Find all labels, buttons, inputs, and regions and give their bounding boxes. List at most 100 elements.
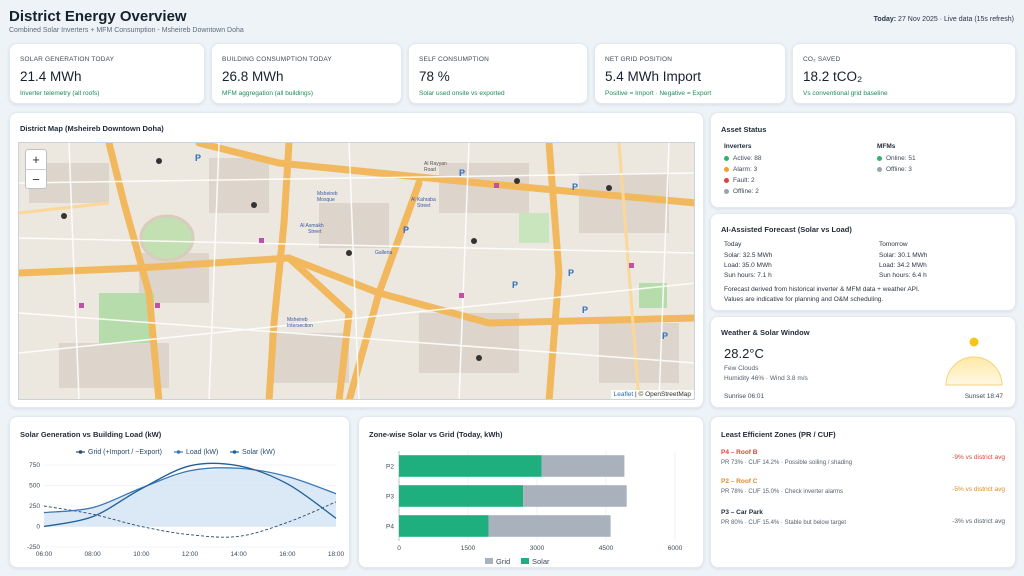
forecast-today-solar: Solar: 32.5 MWh (724, 252, 773, 259)
bar-grid-p3 (523, 485, 627, 507)
x-tick-label: 14:00 (231, 551, 248, 558)
kpi-card-self-consumption: SELF CONSUMPTION 78 % Solar used onsite … (408, 43, 588, 104)
kpi-label: CO₂ SAVED (803, 56, 841, 63)
svg-text:P: P (512, 280, 518, 290)
zoom-out-button[interactable]: − (26, 169, 46, 188)
osm-attribution[interactable]: | © OpenStreetMap (635, 391, 691, 398)
mfm-online: Online: 51 (877, 155, 916, 162)
forecast-today-load: Load: 35.0 MWh (724, 262, 772, 269)
district-map[interactable]: Msheireb Mosque Al Asmakh Street Galleria … (18, 142, 695, 400)
leaflet-link[interactable]: Leaflet (613, 391, 634, 398)
zone-name[interactable]: P2 – Roof C (721, 478, 758, 485)
bar-solar-p2 (399, 455, 542, 477)
zone-name[interactable]: P3 – Car Park (721, 509, 763, 516)
bar-solar-p4 (399, 515, 489, 537)
bar-solar-p3 (399, 485, 524, 507)
park-area (99, 293, 154, 343)
zone-name[interactable]: P4 – Roof B (721, 449, 758, 456)
status-dot (724, 167, 729, 172)
legend-label: Load (kW) (186, 449, 218, 456)
kpi-value: 5.4 MWh Import (605, 69, 702, 84)
status-dot (877, 156, 882, 161)
zone-delta: -9% vs district avg (952, 454, 1005, 461)
x-tick-label: 4500 (599, 545, 614, 552)
svg-text:P: P (572, 182, 578, 192)
category-label: P3 (386, 494, 394, 501)
kpi-value: 26.8 MWh (222, 69, 284, 84)
live-status: Today: 27 Nov 2025 · Live data (15s refr… (874, 16, 1014, 23)
forecast-note: Forecast derived from historical inverte… (724, 286, 920, 293)
zone-detail: PR 78% · CUF 15.0% · Check inverter alar… (721, 489, 844, 495)
kpi-note: Positive = Import · Negative = Export (605, 90, 712, 97)
line-chart: -250 0 250 500 750 06:00 08:00 10:00 12:00 14:00 1… (27, 449, 345, 558)
legend-label: Solar (532, 557, 550, 566)
legend-label: Grid (+Import / −Export) (88, 449, 162, 456)
svg-text:Al Kahraba: Al Kahraba (411, 197, 436, 203)
zone-delta: -3% vs district avg (952, 518, 1005, 525)
inverter-fault: Fault: 2 (724, 177, 755, 184)
svg-text:P: P (662, 331, 668, 341)
kpi-label: NET GRID POSITION (605, 56, 673, 63)
date-label: Today: (873, 16, 897, 23)
y-tick-label: 250 (29, 503, 40, 510)
status-dot (877, 167, 882, 172)
asset-status-title: Asset Status (721, 125, 767, 134)
weather-condition: Few Clouds (724, 365, 759, 372)
kpi-note: MFM aggregation (all buildings) (222, 90, 314, 97)
kpi-note: Solar used onsite vs exported (419, 90, 505, 97)
x-tick-label: 0 (397, 545, 401, 552)
legend-swatch (485, 558, 493, 564)
y-tick-label: 500 (29, 483, 40, 490)
svg-text:Intersection: Intersection (287, 323, 313, 329)
svg-text:P: P (568, 268, 574, 278)
legend-label: Solar (kW) (242, 449, 275, 456)
forecast-card: AI-Assisted Forecast (Solar vs Load) Tod… (710, 213, 1016, 311)
kpi-card-solar-generation: SOLAR GENERATION TODAY 21.4 MWh Inverter… (9, 43, 205, 104)
svg-text:Al Asmakh: Al Asmakh (300, 223, 324, 229)
page-title: District Energy Overview (9, 8, 187, 25)
load-area (44, 468, 336, 527)
forecast-tomorrow-heading: Tomorrow (879, 241, 908, 248)
series-line-3 (43, 462, 337, 528)
svg-text:P: P (195, 153, 201, 163)
kpi-card-co2-saved: CO₂ SAVED 18.2 tCO₂ Vs conventional grid… (792, 43, 1016, 104)
forecast-tomorrow-solar: Solar: 30.1 MWh (879, 252, 928, 259)
forecast-tomorrow-load: Load: 34.2 MWh (879, 262, 927, 269)
x-tick-label: 6000 (668, 545, 683, 552)
sun-arc (945, 337, 1003, 386)
weather-card: Weather & Solar Window 28.2°C Few Clouds… (710, 316, 1016, 408)
kpi-card-building-consumption: BUILDING CONSUMPTION TODAY 26.8 MWh MFM … (211, 43, 402, 104)
zones-title: Least Efficient Zones (PR / CUF) (721, 430, 836, 439)
legend-label: Grid (496, 557, 510, 566)
x-tick-label: 18:00 (328, 551, 345, 558)
weather-title: Weather & Solar Window (721, 328, 810, 337)
map-title: District Map (Msheireb Downtown Doha) (20, 124, 164, 133)
date-value: 27 Nov 2025 · Live data (15s refresh) (898, 16, 1014, 23)
x-tick-label: 10:00 (133, 551, 150, 558)
bar-grid-p4 (488, 515, 611, 537)
kpi-value: 78 % (419, 69, 450, 84)
forecast-title: AI-Assisted Forecast (Solar vs Load) (721, 225, 852, 234)
kpi-label: SOLAR GENERATION TODAY (20, 56, 115, 63)
line-chart-title: Solar Generation vs Building Load (kW) (20, 430, 162, 439)
status-dot (724, 178, 729, 183)
forecast-today-heading: Today (724, 241, 742, 248)
temperature: 28.2°C (724, 346, 764, 361)
zoom-in-button[interactable]: + (32, 152, 40, 167)
bar-grid-p2 (541, 455, 625, 477)
zone-detail: PR 80% · CUF 15.4% · Stable but below ta… (721, 520, 847, 526)
legend-marker (176, 450, 181, 454)
inverter-alarm: Alarm: 3 (724, 166, 757, 173)
y-tick-label: 750 (29, 462, 40, 469)
legend-swatch (521, 558, 529, 564)
kpi-note: Vs conventional grid baseline (803, 90, 888, 97)
svg-text:Msheireb: Msheireb (317, 191, 338, 197)
bar-chart-card: Zone-wise Solar vs Grid (Today, kWh) 0 15… (358, 416, 704, 568)
asset-status-card: Asset Status Inverters MFMs Active: 88 A… (710, 112, 1016, 208)
svg-text:Msheireb: Msheireb (287, 317, 308, 323)
sunrise-time: Sunrise 06:01 (724, 393, 765, 400)
least-efficient-zones-card: Least Efficient Zones (PR / CUF) P4 – Ro… (710, 416, 1016, 568)
category-label: P4 (386, 524, 394, 531)
humidity-wind: Humidity 46% · Wind 3.8 m/s (724, 375, 808, 382)
